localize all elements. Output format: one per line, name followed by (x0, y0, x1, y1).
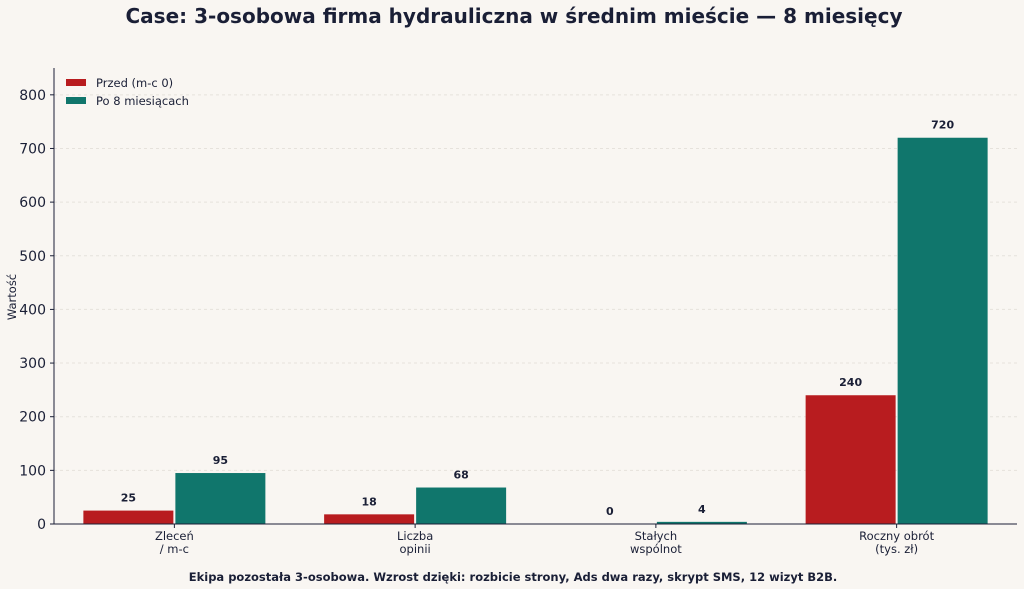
x-tick-label: / m-c (160, 542, 189, 556)
axes: 0 100 200 300 400 500 600 700 800 Zleceń/ m-c Licz… (19, 68, 1017, 556)
bar (416, 487, 507, 524)
bar (897, 137, 988, 524)
x-tick-label: Stałych (635, 529, 678, 543)
y-tick-label: 600 (19, 195, 46, 211)
x-tick-label: opinii (400, 542, 431, 556)
x-tick-label: Zleceń (155, 529, 194, 543)
legend-swatch (66, 79, 86, 86)
x-tick-label: Liczba (397, 529, 433, 543)
x-tick-label: (tys. zł) (875, 542, 918, 556)
data-label: 95 (213, 454, 228, 467)
y-tick-label: 0 (37, 517, 46, 533)
data-label: 0 (606, 505, 614, 518)
data-label: 4 (698, 503, 706, 516)
bar (175, 473, 266, 524)
data-label: 18 (361, 495, 376, 508)
y-axis-label: Wartość (5, 274, 19, 320)
chart-caption: Ekipa pozostała 3-osobowa. Wzrost dzięki… (189, 570, 838, 584)
bars (83, 137, 988, 524)
bar (656, 521, 747, 524)
legend-label: Po 8 miesiącach (96, 94, 189, 108)
legend: Przed (m-c 0) Po 8 miesiącach (66, 76, 189, 108)
y-tick-label: 700 (19, 141, 46, 157)
x-tick-label: Roczny obrót (859, 529, 934, 543)
data-label: 720 (931, 119, 954, 132)
y-tick-label: 200 (19, 410, 46, 426)
chart-title: Case: 3-osobowa firma hydrauliczna w śre… (126, 4, 903, 28)
bar (805, 395, 896, 524)
legend-label: Przed (m-c 0) (96, 76, 173, 90)
x-tick-label: wspólnot (630, 542, 682, 556)
grid-lines (54, 94, 1017, 471)
legend-swatch (66, 97, 86, 104)
y-tick-label: 100 (19, 463, 46, 479)
data-labels: 25 95 18 68 0 4 240 720 (121, 119, 955, 518)
data-label: 68 (453, 469, 468, 482)
y-tick-label: 400 (19, 302, 46, 318)
bar (83, 510, 174, 524)
y-tick-label: 500 (19, 249, 46, 265)
y-tick-label: 300 (19, 356, 46, 372)
bar (324, 514, 415, 524)
data-label: 25 (121, 492, 136, 505)
data-label: 240 (839, 376, 862, 389)
y-tick-label: 800 (19, 88, 46, 104)
